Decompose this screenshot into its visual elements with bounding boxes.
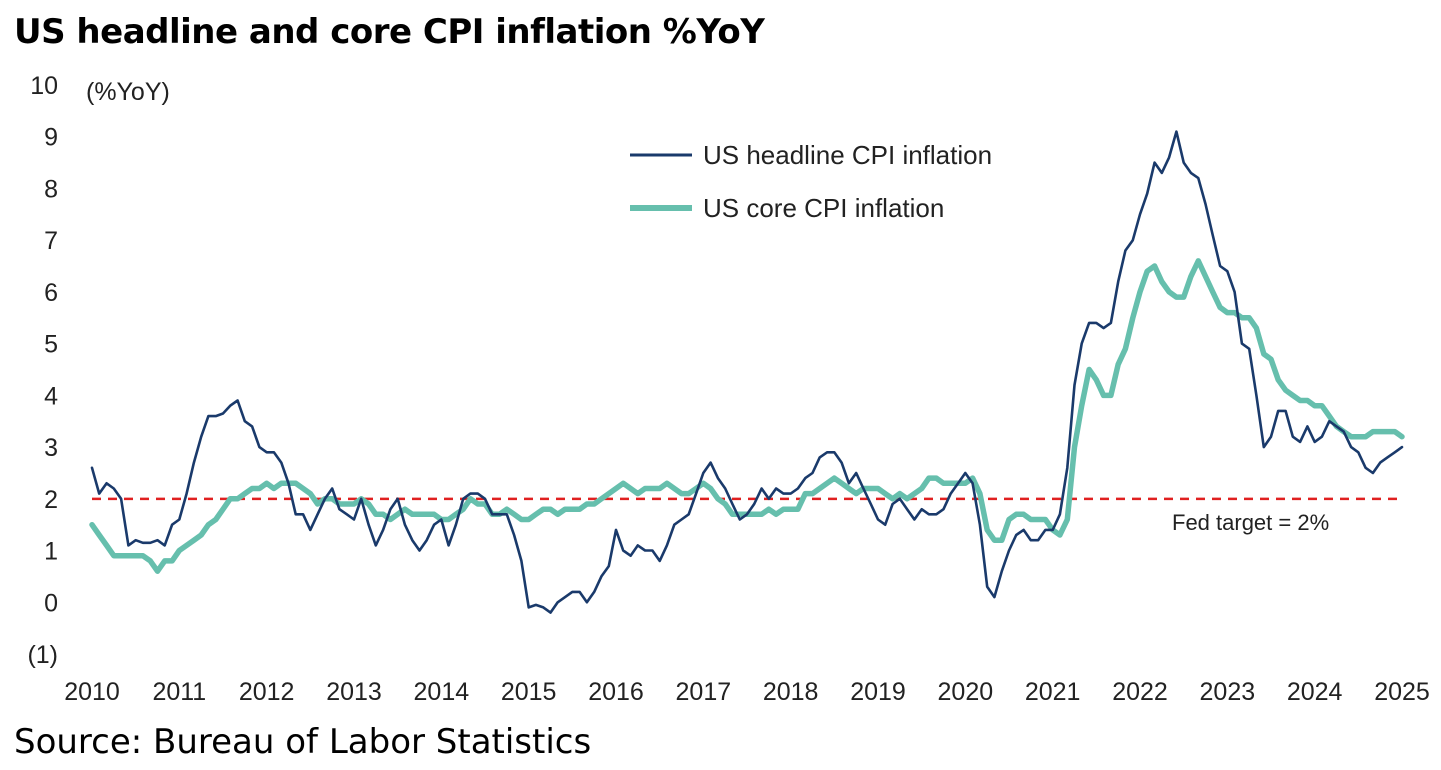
y-tick-label: 10 xyxy=(30,72,58,100)
x-tick-label: 2015 xyxy=(501,678,557,706)
y-tick-label: 7 xyxy=(44,227,58,255)
x-tick-label: 2022 xyxy=(1112,678,1168,706)
x-tick-label: 2019 xyxy=(850,678,906,706)
series-layer xyxy=(89,130,1405,614)
x-tick-label: 2021 xyxy=(1025,678,1081,706)
x-tick-label: 2024 xyxy=(1287,678,1343,706)
legend: US headline CPI inflation US core CPI in… xyxy=(630,140,992,223)
x-axis: 2010 2011 2012 2013 2014 2015 2016 2017 2018 2019… xyxy=(64,678,1430,706)
x-tick-label: 2020 xyxy=(938,678,994,706)
x-tick-label: 2014 xyxy=(414,678,470,706)
x-tick-label: 2011 xyxy=(152,678,206,706)
x-tick-label: 2016 xyxy=(588,678,644,706)
legend-label-headline: US headline CPI inflation xyxy=(703,140,992,170)
x-tick-label: 2023 xyxy=(1200,678,1256,706)
fed-target-label: Fed target = 2% xyxy=(1172,510,1329,535)
y-tick-label: 5 xyxy=(44,331,58,359)
chart-title: US headline and core CPI inflation %YoY xyxy=(14,12,765,52)
y-tick-label: 8 xyxy=(44,175,58,203)
headline-cpi-line xyxy=(90,130,1404,614)
y-tick-label: (1) xyxy=(27,641,58,669)
x-tick-label: 2018 xyxy=(763,678,819,706)
y-tick-label: 1 xyxy=(44,538,58,566)
x-tick-label: 2013 xyxy=(326,678,382,706)
y-tick-label: 4 xyxy=(44,382,58,410)
y-tick-label: 6 xyxy=(44,279,58,307)
y-tick-label: 9 xyxy=(44,124,58,152)
y-tick-label: 0 xyxy=(44,589,58,617)
y-tick-label: 3 xyxy=(44,434,58,462)
x-tick-label: 2025 xyxy=(1374,678,1430,706)
x-tick-label: 2010 xyxy=(64,678,120,706)
x-tick-label: 2017 xyxy=(676,678,732,706)
x-tick-label: 2012 xyxy=(239,678,295,706)
y-axis-unit-label: (%YoY) xyxy=(86,78,170,106)
legend-label-core: US core CPI inflation xyxy=(703,193,944,223)
source-note: Source: Bureau of Labor Statistics xyxy=(14,722,592,762)
y-tick-label: 2 xyxy=(44,486,58,514)
